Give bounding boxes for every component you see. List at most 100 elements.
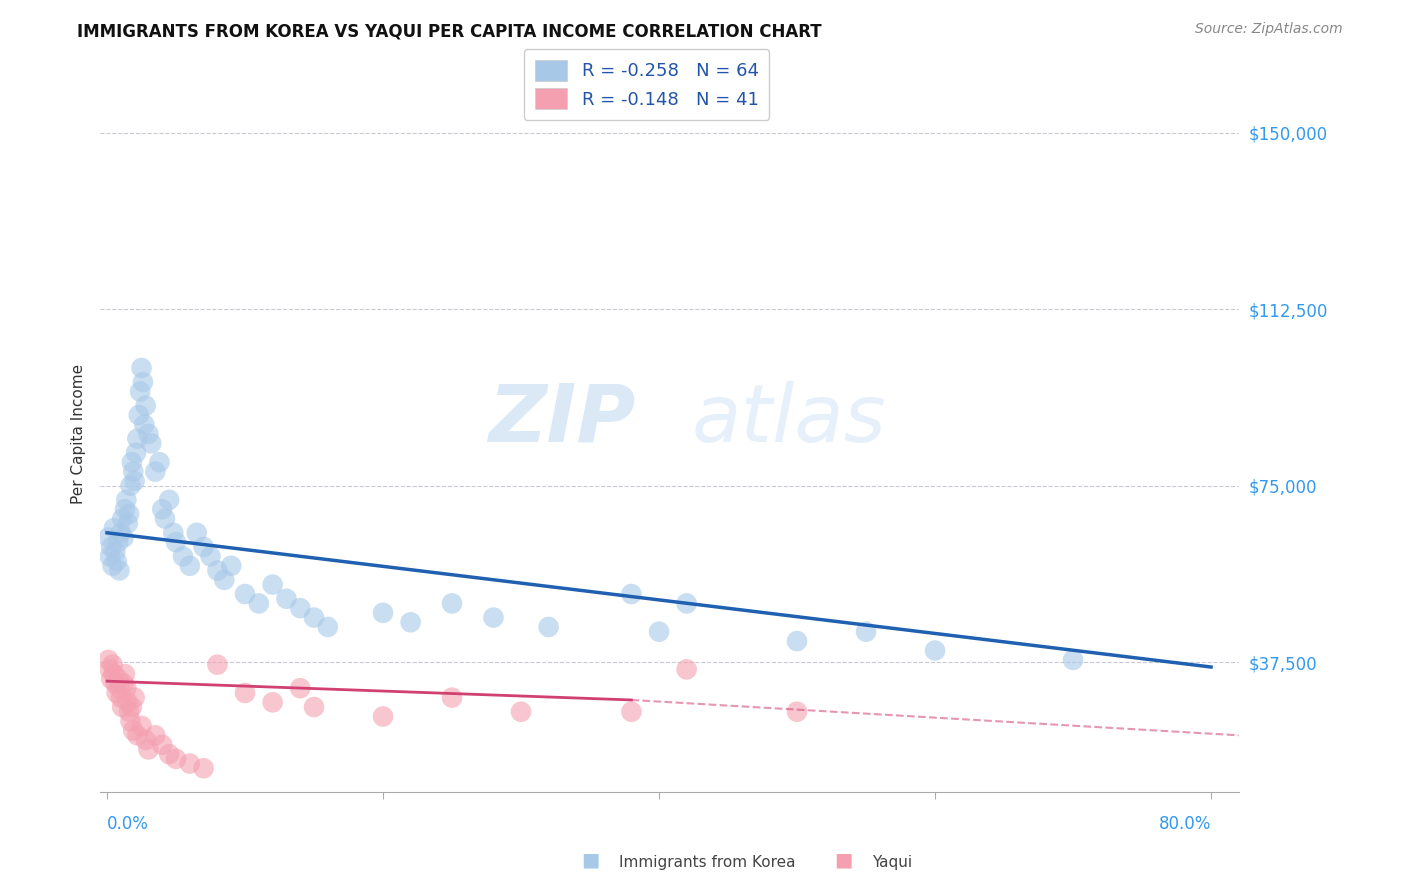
Point [179, 756, 201, 771]
Point [302, 610, 325, 624]
Point [316, 620, 339, 634]
Point [98, 662, 121, 676]
Point [135, 399, 157, 413]
Point [786, 634, 808, 648]
Point [143, 465, 166, 479]
Point [101, 558, 124, 573]
Point [150, 502, 173, 516]
Point [115, 681, 138, 696]
Point [371, 709, 394, 723]
Point [118, 705, 141, 719]
Point [124, 474, 146, 488]
Point [153, 511, 176, 525]
Point [193, 540, 215, 554]
Point [371, 606, 394, 620]
Point [118, 507, 141, 521]
Point [441, 690, 464, 705]
Point [924, 643, 946, 657]
Point [98, 549, 121, 564]
Point [128, 408, 150, 422]
Point [111, 700, 134, 714]
Point [104, 544, 127, 558]
Point [97, 653, 120, 667]
Point [207, 564, 229, 578]
Point [104, 676, 127, 690]
Point [115, 492, 138, 507]
Point [262, 695, 284, 709]
Legend: R = -0.258   N = 64, R = -0.148   N = 41: R = -0.258 N = 64, R = -0.148 N = 41 [524, 49, 769, 120]
Point [117, 516, 139, 531]
Point [165, 752, 187, 766]
Point [127, 728, 149, 742]
Point [111, 511, 134, 525]
Point [675, 596, 697, 610]
Point [150, 738, 173, 752]
Point [97, 531, 120, 545]
Point [648, 624, 671, 639]
Text: 80.0%: 80.0% [1159, 815, 1211, 833]
Point [148, 455, 170, 469]
Point [290, 681, 312, 696]
Text: Source: ZipAtlas.com: Source: ZipAtlas.com [1195, 22, 1343, 37]
Point [103, 667, 125, 681]
Point [1062, 653, 1084, 667]
Text: 0.0%: 0.0% [107, 815, 149, 833]
Point [105, 554, 128, 568]
Point [131, 719, 153, 733]
Point [107, 672, 129, 686]
Point [186, 525, 208, 540]
Point [262, 577, 284, 591]
Point [165, 535, 187, 549]
Point [127, 432, 149, 446]
Point [214, 573, 236, 587]
Text: Yaqui: Yaqui [872, 855, 912, 870]
Point [233, 587, 256, 601]
Point [193, 761, 215, 775]
Point [786, 705, 808, 719]
Text: atlas: atlas [692, 381, 887, 458]
Point [399, 615, 422, 630]
Point [157, 747, 180, 761]
Point [100, 672, 122, 686]
Point [103, 521, 125, 535]
Point [134, 417, 156, 432]
Point [135, 733, 157, 747]
Point [276, 591, 298, 606]
Point [537, 620, 560, 634]
Point [120, 479, 142, 493]
Point [108, 681, 131, 696]
Point [441, 596, 464, 610]
Point [107, 535, 129, 549]
Text: Immigrants from Korea: Immigrants from Korea [619, 855, 796, 870]
Point [100, 540, 122, 554]
Point [138, 426, 160, 441]
Text: ■: ■ [581, 851, 600, 870]
Point [110, 690, 132, 705]
Point [121, 455, 143, 469]
Point [101, 657, 124, 672]
Point [138, 742, 160, 756]
Point [122, 465, 145, 479]
Point [125, 446, 148, 460]
Point [233, 686, 256, 700]
Point [121, 700, 143, 714]
Point [141, 436, 163, 450]
Text: ZIP: ZIP [488, 381, 636, 458]
Point [112, 531, 135, 545]
Point [143, 728, 166, 742]
Point [120, 714, 142, 728]
Point [131, 361, 153, 376]
Point [200, 549, 222, 564]
Point [620, 587, 643, 601]
Text: IMMIGRANTS FROM KOREA VS YAQUI PER CAPITA INCOME CORRELATION CHART: IMMIGRANTS FROM KOREA VS YAQUI PER CAPIT… [77, 22, 823, 40]
Point [117, 695, 139, 709]
Point [110, 525, 132, 540]
Point [162, 525, 184, 540]
Point [219, 558, 242, 573]
Point [290, 601, 312, 615]
Point [105, 686, 128, 700]
Point [510, 705, 533, 719]
Point [132, 375, 155, 389]
Point [482, 610, 505, 624]
Point [247, 596, 270, 610]
